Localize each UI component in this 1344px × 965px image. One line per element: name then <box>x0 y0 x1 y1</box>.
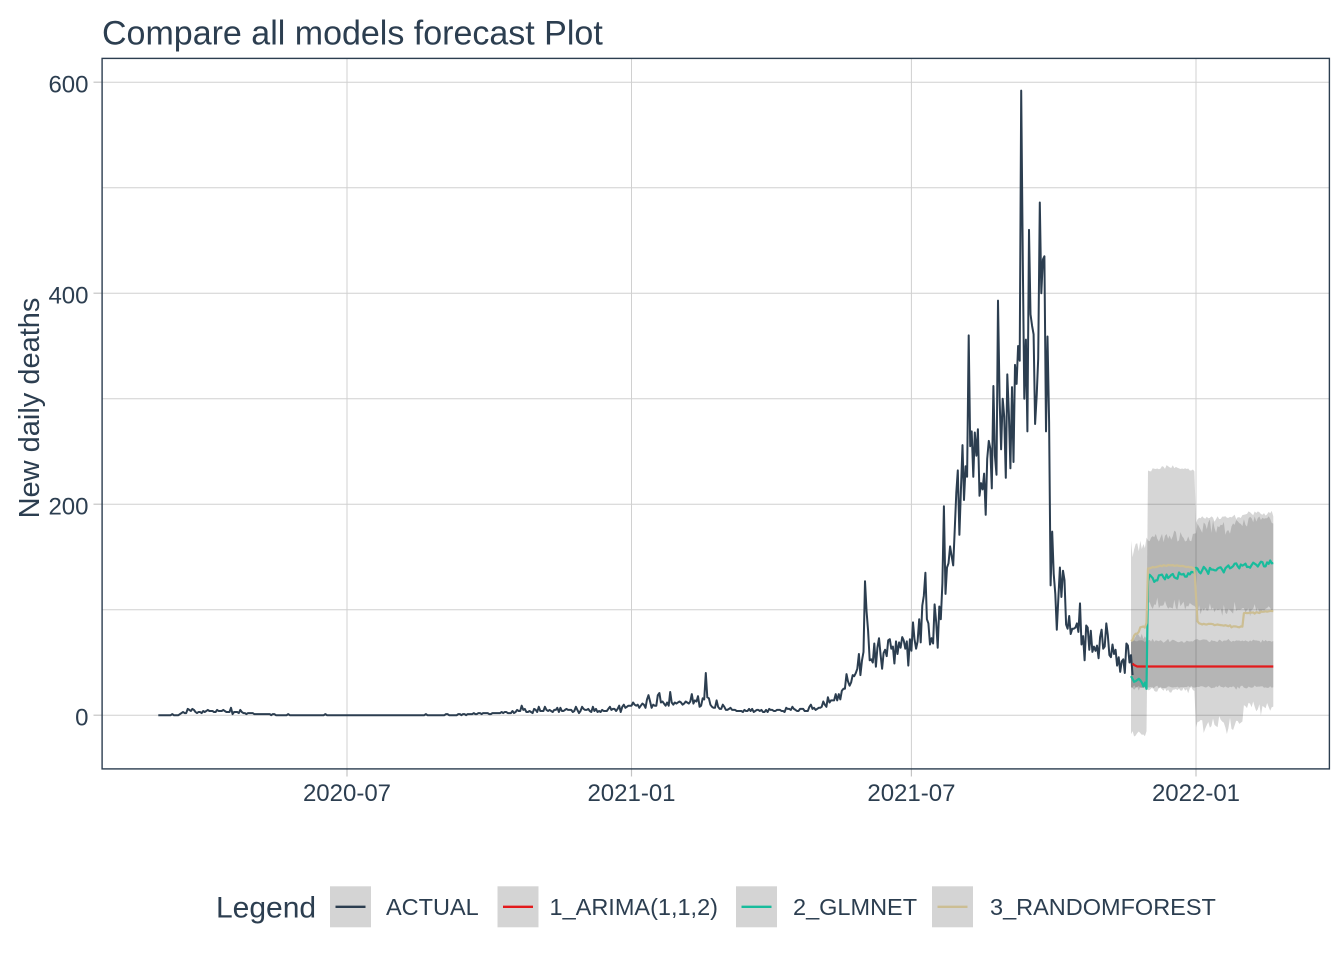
svg-text:1_ARIMA(1,1,2): 1_ARIMA(1,1,2) <box>550 894 718 920</box>
svg-text:2021-01: 2021-01 <box>587 780 675 807</box>
svg-text:Legend: Legend <box>216 891 316 924</box>
svg-text:2021-07: 2021-07 <box>867 780 955 807</box>
svg-text:200: 200 <box>48 494 88 521</box>
svg-text:2_GLMNET: 2_GLMNET <box>793 894 917 920</box>
svg-text:Compare all models forecast Pl: Compare all models forecast Plot <box>102 15 603 53</box>
svg-text:New daily deaths: New daily deaths <box>14 298 46 519</box>
svg-text:600: 600 <box>48 72 88 99</box>
svg-text:0: 0 <box>75 705 88 732</box>
svg-text:400: 400 <box>48 283 88 310</box>
svg-text:ACTUAL: ACTUAL <box>386 894 479 920</box>
svg-text:3_RANDOMFOREST: 3_RANDOMFOREST <box>990 894 1216 920</box>
svg-text:2020-07: 2020-07 <box>303 780 391 807</box>
svg-text:2022-01: 2022-01 <box>1152 780 1240 807</box>
